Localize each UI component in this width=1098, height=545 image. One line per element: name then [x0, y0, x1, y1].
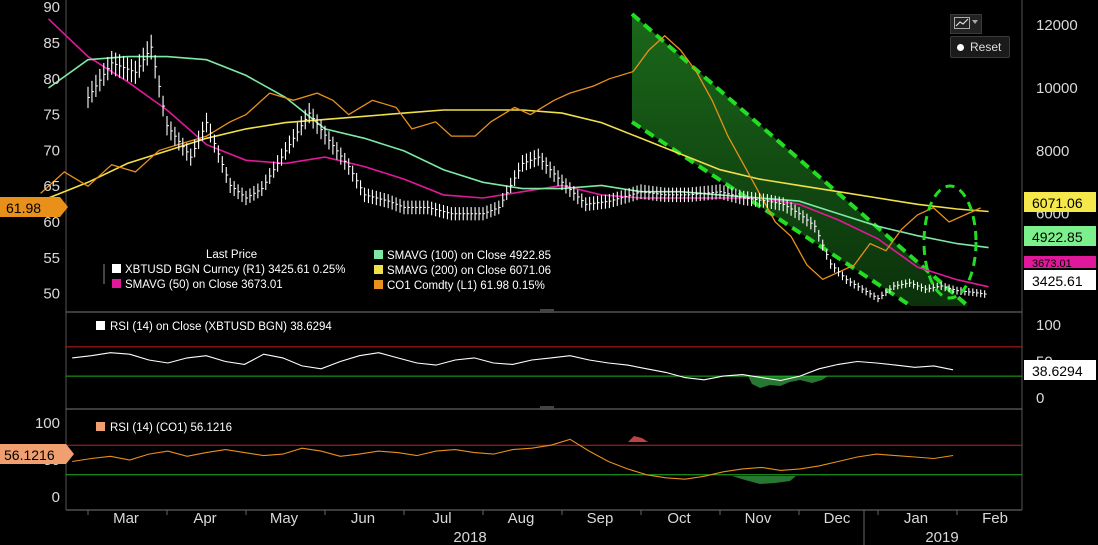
left-tick-label: 70	[43, 142, 60, 159]
downtrend-channel	[630, 12, 970, 308]
year-label: 2019	[925, 529, 958, 545]
left-tick-label: 50	[43, 286, 60, 303]
rsi-co1-tick-label: 100	[35, 415, 60, 432]
rsi-xbt-panel	[66, 346, 1022, 382]
rsi-xbt-tick-label: 100	[1036, 317, 1061, 334]
month-label: Sep	[587, 510, 614, 527]
series-line-smavg-200-	[48, 109, 989, 213]
month-label: Mar	[113, 510, 139, 527]
left-badges: 61.98 56.1216	[0, 197, 74, 464]
badge-sma100-text: 4922.85	[1032, 229, 1083, 245]
co1-price-line	[40, 34, 981, 281]
badge-co1-text: 61.98	[6, 200, 41, 216]
rsi-xbt-tick-label: 0	[1036, 390, 1044, 407]
badge-co1	[0, 197, 68, 217]
rsi-co1-oversold-area	[732, 476, 796, 484]
month-label: Jul	[432, 510, 451, 527]
legend-swatch-sma200	[374, 265, 383, 274]
value-badges: 6071.06 4922.85 3673.01 3425.61 38.6294	[1024, 192, 1096, 380]
legend-entry-sma200: SMAVG (200) on Close 6071.06	[387, 265, 551, 277]
left-tick-label: 55	[43, 250, 60, 267]
legend-swatch-co1	[374, 280, 383, 289]
reset-label: Reset	[970, 40, 1002, 54]
moving-average-lines	[47, 18, 989, 288]
month-label: Apr	[193, 510, 216, 527]
legend-swatch-sma100	[374, 250, 383, 259]
month-label: Oct	[667, 510, 691, 527]
rsi-xbt-legend-text: RSI (14) on Close (XBTUSD BGN) 38.6294	[110, 321, 332, 333]
legend-entry-xbt: XBTUSD BGN Curncy (R1) 3425.61 0.25%	[125, 264, 346, 276]
badge-price	[1024, 270, 1096, 290]
left-tick-label: 80	[43, 71, 60, 88]
right-tick-label: 12000	[1036, 17, 1078, 34]
price-legend: Last Price XBTUSD BGN Curncy (R1) 3425.6…	[103, 249, 551, 292]
rsi-co1-line	[72, 438, 954, 480]
month-label: Jan	[904, 510, 928, 527]
rsi-co1-overbought-area	[628, 436, 648, 442]
month-label: Nov	[745, 510, 772, 527]
left-tick-label: 90	[43, 0, 60, 16]
legend-entry-co1: CO1 Comdty (L1) 61.98 0.15%	[387, 280, 545, 292]
highlight-ellipse	[922, 184, 978, 300]
axes: 9085807570656055501200010000800060004000…	[35, 0, 1078, 545]
rsi-co1-panel	[66, 438, 1022, 480]
badge-price-text: 3425.61	[1032, 273, 1083, 289]
chevron-down-icon	[972, 20, 978, 24]
month-label: Aug	[508, 510, 535, 527]
legend-entry-sma50: SMAVG (50) on Close 3673.01	[125, 279, 283, 291]
legend-entry-sma100: SMAVG (100) on Close 4922.85	[387, 250, 551, 262]
badge-sma200-text: 6071.06	[1032, 195, 1083, 211]
badge-rsi-co1	[0, 444, 74, 464]
rsi-xbt-legend: RSI (14) on Close (XBTUSD BGN) 38.6294	[96, 321, 332, 333]
badge-rsi-xbt	[1024, 360, 1096, 380]
month-label: Dec	[824, 510, 851, 527]
series-line-co1	[40, 34, 981, 281]
badge-sma50-text: 3673.01	[1032, 258, 1072, 270]
right-tick-label: 10000	[1036, 80, 1078, 97]
panel-frames	[65, 0, 1023, 545]
rsi-co1-legend-text: RSI (14) (CO1) 56.1216	[110, 422, 232, 434]
reset-button[interactable]: Reset	[950, 36, 1010, 58]
month-label: Jun	[351, 510, 375, 527]
badge-rsi-co1-text: 56.1216	[4, 447, 55, 463]
legend-header: Last Price	[206, 249, 257, 261]
year-label: 2018	[453, 529, 486, 545]
legend-swatch-xbt	[112, 264, 121, 273]
series-line-smavg-50-	[47, 18, 989, 288]
left-tick-label: 75	[43, 107, 60, 124]
rsi-co1-tick-label: 0	[52, 489, 60, 506]
chart-type-button[interactable]	[950, 14, 982, 34]
xbtusd-price-bars	[87, 34, 987, 303]
month-label: May	[270, 510, 299, 527]
legend-swatch-sma50	[112, 279, 121, 288]
badge-sma100	[1024, 226, 1096, 246]
line-chart-icon	[954, 17, 970, 29]
badge-rsi-xbt-text: 38.6294	[1032, 363, 1083, 379]
month-label: Feb	[982, 510, 1008, 527]
badge-sma200	[1024, 192, 1096, 212]
badge-sma50	[1024, 256, 1096, 268]
rsi-co1-legend: RSI (14) (CO1) 56.1216	[96, 422, 232, 434]
rsi-xbt-line	[72, 352, 954, 382]
left-tick-label: 85	[43, 35, 60, 52]
left-tick-label: 60	[43, 214, 60, 231]
left-tick-label: 65	[43, 178, 60, 195]
radio-dot-icon	[957, 43, 964, 51]
right-tick-label: 8000	[1036, 143, 1069, 160]
series-line-smavg-100-	[48, 55, 989, 249]
